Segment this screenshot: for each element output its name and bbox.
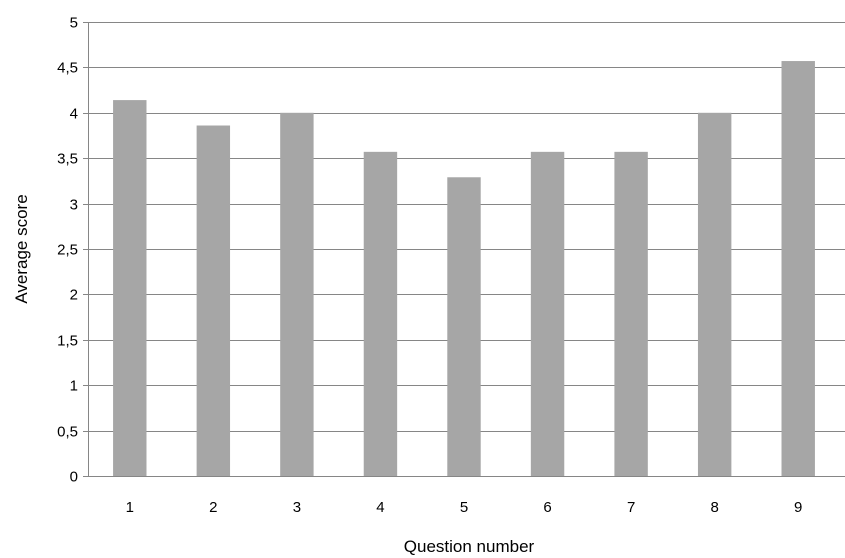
y-tick-label: 4 [70,106,78,123]
bar-q2 [196,125,231,477]
x-tick-label: 9 [794,499,802,516]
x-tick-label: 6 [543,499,551,516]
x-axis-title: Question number [404,537,535,556]
bar-q6 [530,151,565,476]
y-tick-label: 2,5 [57,242,78,259]
bar-q8 [697,112,732,477]
y-tick-labels: 0 0,5 1 1,5 2 2,5 3 3,5 4 4,5 5 [57,15,78,486]
y-axis-title: Average score [12,194,31,303]
y-tick-label: 0 [70,469,78,486]
bar-q3 [280,112,314,477]
y-tick-label: 4,5 [57,60,78,77]
y-tick-label: 5 [70,15,78,32]
bar-q7 [614,151,648,476]
y-tick-label: 0,5 [57,424,78,441]
bar-q9 [781,61,815,476]
x-tick-label: 4 [376,499,384,516]
bar-q1 [113,100,147,476]
y-tick-label: 1,5 [57,333,78,350]
y-tick-label: 3,5 [57,151,78,168]
bar-q5 [447,177,481,476]
x-tick-label: 5 [460,499,468,516]
x-tick-label: 3 [293,499,301,516]
bars [113,61,815,477]
y-tick-label: 3 [70,197,78,214]
axes [83,22,845,477]
y-tick-label: 2 [70,287,78,304]
x-tick-labels: 1 2 3 4 5 6 7 8 9 [126,499,803,516]
x-tick-label: 7 [627,499,635,516]
y-tick-label: 1 [70,378,78,395]
x-tick-label: 8 [710,499,718,516]
x-tick-label: 2 [209,499,217,516]
bar-q4 [363,151,398,476]
x-tick-label: 1 [126,499,134,516]
